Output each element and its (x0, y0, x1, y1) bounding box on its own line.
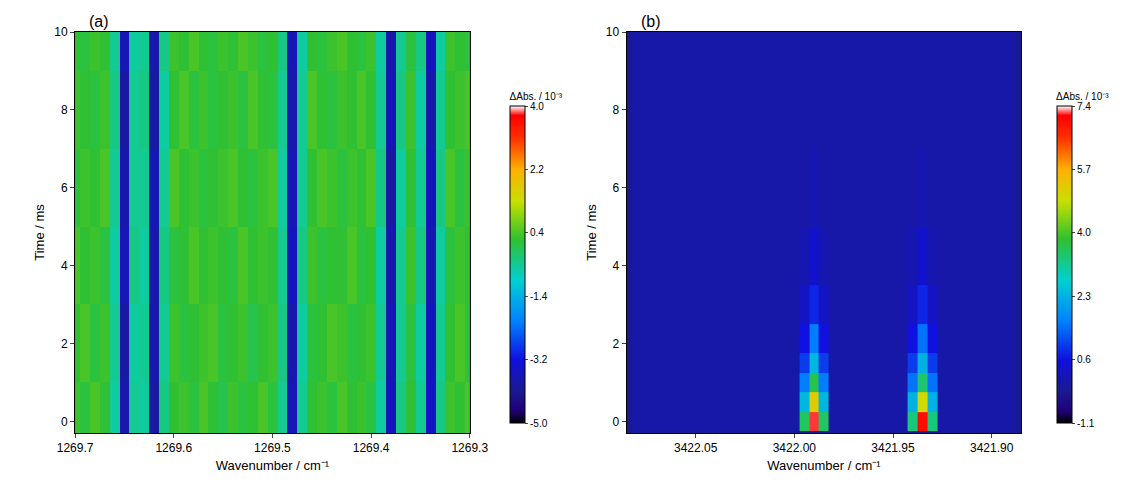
svg-text:4: 4 (613, 259, 620, 273)
svg-text:7.4: 7.4 (1077, 101, 1091, 112)
svg-text:6: 6 (613, 181, 620, 195)
svg-text:0.6: 0.6 (1077, 354, 1091, 365)
svg-text:ΔAbs. / 10⁻³: ΔAbs. / 10⁻³ (1056, 91, 1109, 102)
svg-text:5.7: 5.7 (1077, 164, 1091, 175)
svg-text:2: 2 (613, 337, 620, 351)
svg-text:(b): (b) (641, 13, 661, 30)
svg-text:(a): (a) (89, 13, 109, 30)
svg-text:4.0: 4.0 (530, 101, 544, 112)
svg-text:4: 4 (61, 259, 68, 273)
svg-text:-3.2: -3.2 (530, 354, 548, 365)
svg-text:1269.6: 1269.6 (155, 441, 192, 455)
svg-text:3422.05: 3422.05 (674, 441, 718, 455)
svg-text:10: 10 (606, 25, 620, 39)
svg-text:0: 0 (61, 415, 68, 429)
svg-text:0: 0 (613, 415, 620, 429)
svg-text:6: 6 (61, 181, 68, 195)
svg-text:Time / ms: Time / ms (32, 204, 47, 261)
svg-text:1269.5: 1269.5 (254, 441, 291, 455)
svg-text:ΔAbs. / 10⁻³: ΔAbs. / 10⁻³ (510, 91, 563, 102)
svg-text:1269.7: 1269.7 (57, 441, 94, 455)
svg-text:3422.00: 3422.00 (773, 441, 817, 455)
svg-text:4.0: 4.0 (1077, 227, 1091, 238)
svg-text:2: 2 (61, 337, 68, 351)
svg-text:8: 8 (61, 103, 68, 117)
svg-text:0.4: 0.4 (530, 227, 544, 238)
svg-text:Wavenumber / cm⁻¹: Wavenumber / cm⁻¹ (767, 458, 881, 473)
svg-text:Time / ms: Time / ms (584, 204, 599, 261)
svg-text:10: 10 (54, 25, 68, 39)
svg-text:Wavenumber / cm⁻¹: Wavenumber / cm⁻¹ (216, 458, 330, 473)
svg-text:-1.1: -1.1 (1077, 418, 1095, 429)
svg-text:3421.95: 3421.95 (871, 441, 915, 455)
svg-text:8: 8 (613, 103, 620, 117)
svg-text:2.3: 2.3 (1077, 291, 1091, 302)
svg-text:3421.90: 3421.90 (970, 441, 1014, 455)
svg-text:-1.4: -1.4 (530, 291, 548, 302)
svg-text:1269.3: 1269.3 (451, 441, 488, 455)
svg-text:1269.4: 1269.4 (353, 441, 390, 455)
svg-text:2.2: 2.2 (530, 164, 544, 175)
svg-text:-5.0: -5.0 (530, 418, 548, 429)
